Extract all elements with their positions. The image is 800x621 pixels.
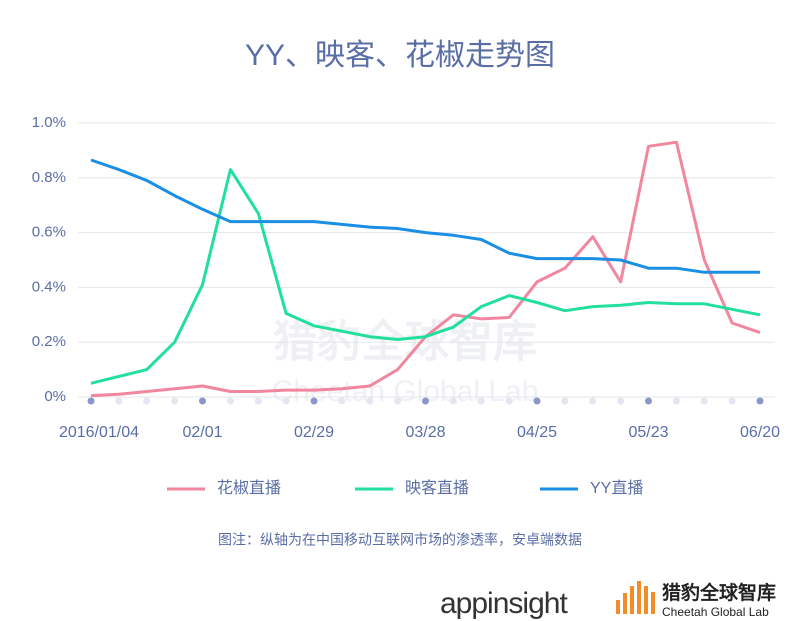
- x-tick-label: 06/20: [740, 424, 780, 441]
- x-tick-dot: [477, 397, 485, 405]
- x-tick-label: 04/25: [517, 424, 557, 441]
- y-tick-label: 0.2%: [32, 333, 66, 350]
- x-tick-dot: [254, 397, 262, 405]
- x-tick-dot: [310, 397, 318, 405]
- x-tick-dot: [561, 397, 569, 405]
- x-tick-dot: [87, 397, 95, 405]
- x-tick-dot: [171, 397, 179, 405]
- x-tick-dot: [394, 397, 402, 405]
- note: 图注：纵轴为在中国移动互联网市场的渗透率，安卓端数据: [218, 532, 582, 548]
- x-tick-dot: [449, 397, 457, 405]
- x-tick-dot: [199, 397, 206, 405]
- x-tick-dot: [589, 397, 597, 405]
- legend-label: 花椒直播: [217, 479, 281, 497]
- x-tick-dot: [338, 397, 346, 405]
- x-tick-dot: [672, 397, 680, 405]
- x-tick-label: 02/01: [182, 424, 222, 441]
- y-tick-label: 0%: [44, 388, 66, 405]
- x-tick-label: 05/23: [628, 424, 668, 441]
- lab-name-en: Cheetah Global Lab: [662, 605, 769, 619]
- x-tick-dot: [617, 397, 625, 405]
- lab-name: 猎豹全球智库: [662, 581, 776, 604]
- x-tick-dot: [366, 397, 374, 405]
- x-tick-dot: [756, 397, 764, 405]
- x-tick-label: 2016/01/04: [59, 424, 139, 441]
- x-tick-dot: [115, 397, 123, 405]
- x-tick-dot: [700, 397, 708, 405]
- logo: appinsight: [440, 587, 568, 620]
- x-tick-dot: [505, 397, 513, 405]
- y-tick-label: 0.4%: [32, 278, 66, 295]
- x-tick-dot: [645, 397, 652, 405]
- y-tick-label: 0.8%: [32, 169, 66, 186]
- y-tick-label: 1.0%: [32, 114, 66, 131]
- x-tick-dot: [533, 397, 541, 405]
- lab-icon: [616, 581, 655, 614]
- x-tick-dot: [143, 397, 151, 405]
- x-tick-dot: [282, 397, 290, 405]
- chart-title: YY、映客、花椒走势图: [245, 39, 555, 72]
- series-line: [90, 168, 761, 385]
- x-tick-dot: [226, 397, 234, 405]
- series-line: [90, 158, 760, 274]
- x-tick-dot: [422, 397, 429, 405]
- x-tick-dot: [728, 397, 736, 405]
- x-tick-label: 02/29: [294, 424, 334, 441]
- legend-label: YY直播: [590, 479, 643, 497]
- legend-label: 映客直播: [405, 479, 469, 497]
- x-tick-label: 03/28: [405, 424, 445, 441]
- y-tick-label: 0.6%: [32, 224, 66, 241]
